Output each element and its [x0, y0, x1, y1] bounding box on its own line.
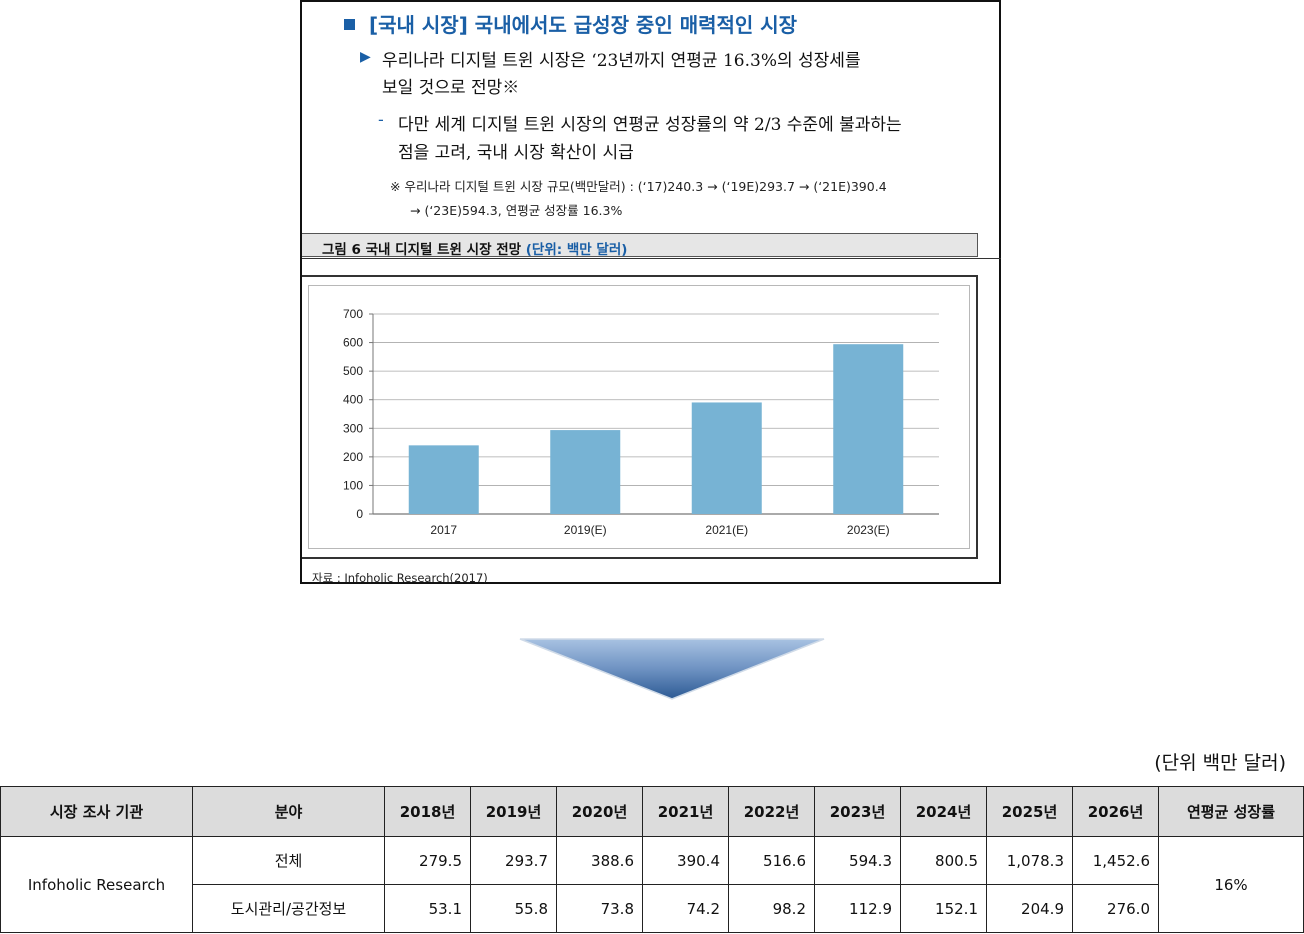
chart-container: 0 100 200 300 400 500 600 700 2017 2019(E) 2021(E)…: [302, 275, 978, 559]
header-field: 분야: [192, 786, 385, 837]
header-year: 2022년: [728, 786, 815, 837]
y-tick-label: 400: [343, 393, 363, 407]
table-row: 도시관리/공간정보 53.1 55.8 73.8 74.2 98.2 112.9…: [1, 884, 1304, 933]
y-tick-label: 0: [356, 507, 363, 521]
figure-unit: (단위: 백만 달러): [525, 242, 628, 258]
x-tick-label: 2021(E): [705, 523, 748, 537]
x-tick-label: 2023(E): [847, 523, 890, 537]
bullet2-line1: 다만 세계 디지털 트윈 시장의 연평균 성장률의 약 2/3 수준에 불과하는: [398, 115, 902, 135]
bullet2-line2: 점을 고려, 국내 시장 확산이 시급: [398, 143, 634, 163]
y-tick-label: 600: [343, 336, 363, 350]
y-tick-label: 200: [343, 450, 363, 464]
header-year: 2020년: [556, 786, 643, 837]
x-tick-label: 2019(E): [564, 523, 607, 537]
dash-bullet-icon: -: [378, 110, 384, 129]
cell-value: 73.8: [556, 884, 643, 933]
cell-value: 112.9: [814, 884, 901, 933]
bar: [691, 402, 762, 514]
header-cagr: 연평균 성장률: [1158, 786, 1304, 837]
header-year: 2026년: [1072, 786, 1159, 837]
cell-value: 98.2: [728, 884, 815, 933]
x-tick-label: 2017: [430, 523, 457, 537]
y-tick-label: 500: [343, 364, 363, 378]
header-year: 2018년: [384, 786, 471, 837]
cell-value: 800.5: [900, 836, 987, 885]
bullet1-line1: 우리나라 디지털 트윈 시장은 ‘23년까지 연평균 16.3%의 성장세를: [382, 51, 861, 71]
chart-frame: 0 100 200 300 400 500 600 700 2017 2019(E) 2021(E)…: [308, 285, 970, 549]
cell-value: 1,078.3: [986, 836, 1073, 885]
cell-source-org: Infoholic Research: [0, 836, 193, 933]
header-year: 2021년: [642, 786, 729, 837]
triangle-bullet-icon: ▶: [360, 49, 371, 65]
figure-caption-bar: 그림 6 국내 디지털 트윈 시장 전망 (단위: 백만 달러): [302, 233, 978, 258]
bar: [833, 344, 904, 514]
cell-value: 55.8: [470, 884, 557, 933]
header-year: 2019년: [470, 786, 557, 837]
cell-value: 594.3: [814, 836, 901, 885]
table-header-row: 시장 조사 기관 분야 2018년 2019년 2020년 2021년 2022…: [0, 786, 1304, 837]
cell-field: 도시관리/공간정보: [192, 884, 385, 933]
bar-chart: 0 100 200 300 400 500 600 700 2017 2019(E) 2021(E)…: [343, 307, 939, 537]
bullet1-line2: 보일 것으로 전망※: [382, 78, 520, 98]
square-bullet-icon: [344, 19, 355, 30]
cell-value: 516.6: [728, 836, 815, 885]
document-excerpt: [국내 시장] 국내에서도 급성장 중인 매력적인 시장 ▶ 우리나라 디지털 …: [300, 0, 1001, 585]
bar: [550, 430, 621, 514]
market-size-table: 시장 조사 기관 분야 2018년 2019년 2020년 2021년 2022…: [0, 786, 1304, 933]
cell-field: 전체: [192, 836, 385, 885]
cell-cagr: 16%: [1158, 836, 1304, 933]
table-unit-label: (단위 백만 달러): [1154, 752, 1286, 774]
cell-value: 388.6: [556, 836, 643, 885]
bar: [408, 445, 479, 514]
cell-value: 279.5: [384, 836, 471, 885]
note-line1: ※ 우리나라 디지털 트윈 시장 규모(백만달러) : (‘17)240.3 →…: [390, 179, 887, 194]
header-year: 2025년: [986, 786, 1073, 837]
cell-value: 1,452.6: [1072, 836, 1159, 885]
header-org: 시장 조사 기관: [0, 786, 193, 837]
cell-value: 293.7: [470, 836, 557, 885]
cell-value: 390.4: [642, 836, 729, 885]
table-row: Infoholic Research 전체 279.5 293.7 388.6 …: [0, 836, 1304, 933]
source-note: 자료 : Infoholic Research(2017): [312, 571, 488, 585]
cell-value: 204.9: [986, 884, 1073, 933]
note-line2: → (‘23E)594.3, 연평균 성장률 16.3%: [410, 203, 623, 218]
header-year: 2023년: [814, 786, 901, 837]
y-tick-label: 300: [343, 421, 363, 435]
cell-value: 53.1: [384, 884, 471, 933]
y-tick-label: 100: [343, 478, 363, 492]
cell-value: 152.1: [900, 884, 987, 933]
separator-line: [302, 258, 1001, 259]
cell-value: 276.0: [1072, 884, 1159, 933]
section-heading: [국내 시장] 국내에서도 급성장 중인 매력적인 시장: [344, 9, 797, 38]
down-arrow-icon: [519, 638, 825, 700]
y-tick-label: 700: [343, 307, 363, 321]
header-year: 2024년: [900, 786, 987, 837]
figure-caption: 그림 6 국내 디지털 트윈 시장 전망 (단위: 백만 달러): [322, 242, 628, 258]
cell-value: 74.2: [642, 884, 729, 933]
